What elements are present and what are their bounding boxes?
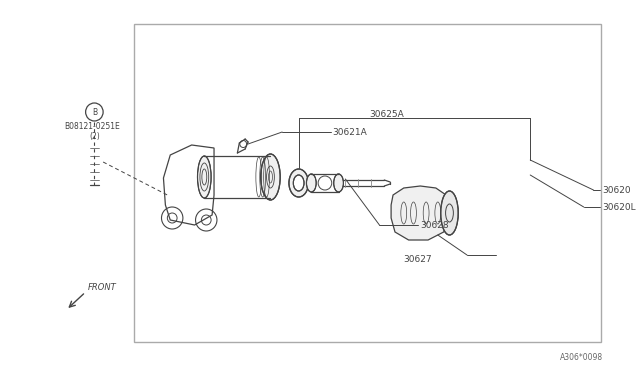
Text: FRONT: FRONT — [88, 282, 116, 292]
Ellipse shape — [289, 169, 308, 197]
Polygon shape — [391, 186, 451, 240]
Ellipse shape — [333, 174, 344, 192]
Text: 30620L: 30620L — [602, 202, 636, 212]
Text: 30627: 30627 — [404, 256, 433, 264]
Text: 30620: 30620 — [602, 186, 631, 195]
Text: B08121-0251E: B08121-0251E — [65, 122, 120, 131]
Text: A306*0098: A306*0098 — [560, 353, 603, 362]
Text: B: B — [92, 108, 97, 116]
Ellipse shape — [260, 154, 280, 200]
Text: 30621A: 30621A — [333, 128, 367, 137]
Ellipse shape — [198, 156, 211, 198]
Text: 30628: 30628 — [420, 221, 449, 230]
Ellipse shape — [293, 175, 304, 191]
Ellipse shape — [441, 191, 458, 235]
Bar — [134, 24, 601, 342]
Ellipse shape — [307, 174, 316, 192]
Text: 30625A: 30625A — [370, 109, 404, 119]
Text: (2): (2) — [89, 131, 100, 141]
